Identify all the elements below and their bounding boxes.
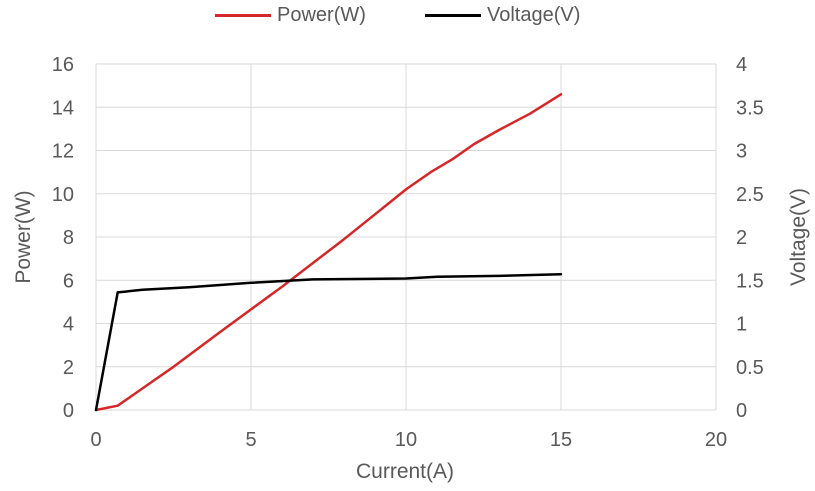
y-tick-label-right: 1.5 bbox=[736, 270, 764, 292]
legend-label-power: Power(W) bbox=[277, 4, 366, 26]
series-line-voltage bbox=[94, 272, 563, 412]
y-tick-label-right: 4 bbox=[736, 54, 747, 76]
y-tick-label-right: 3 bbox=[736, 141, 747, 163]
y-tick-label-left: 16 bbox=[52, 54, 74, 76]
x-tick-label: 10 bbox=[395, 429, 417, 451]
legend: Power(W) Voltage(V) bbox=[0, 4, 815, 32]
y-tick-label-left: 4 bbox=[63, 314, 74, 336]
legend-swatch-voltage bbox=[425, 14, 481, 17]
x-axis-title: Current(A) bbox=[356, 460, 454, 483]
y-tick-label-right: 1 bbox=[736, 314, 747, 336]
legend-item-voltage: Voltage(V) bbox=[425, 4, 580, 27]
y-tick-label-left: 14 bbox=[52, 97, 74, 119]
series-lines bbox=[94, 93, 563, 412]
y-tick-label-left: 10 bbox=[52, 184, 74, 206]
legend-swatch-power bbox=[215, 14, 271, 17]
legend-label-voltage: Voltage(V) bbox=[487, 4, 581, 26]
y-axis-title-right: Voltage(V) bbox=[787, 188, 810, 286]
y-tick-label-left: 0 bbox=[63, 400, 74, 422]
y-tick-label-right: 2.5 bbox=[736, 184, 764, 206]
y-tick-label-left: 2 bbox=[63, 357, 74, 379]
y-tick-label-left: 8 bbox=[63, 227, 74, 249]
series-line-power bbox=[94, 93, 563, 412]
x-tick-label: 5 bbox=[245, 429, 256, 451]
y-tick-label-right: 0.5 bbox=[736, 357, 764, 379]
y-axis-title-left: Power(W) bbox=[12, 190, 35, 283]
y-tick-label-right: 2 bbox=[736, 227, 747, 249]
y-tick-label-right: 0 bbox=[736, 400, 747, 422]
x-tick-label: 0 bbox=[90, 429, 101, 451]
y-tick-label-right: 3.5 bbox=[736, 97, 764, 119]
y-tick-label-left: 12 bbox=[52, 141, 74, 163]
axes: 0 2 4 6 8 10 12 14 16 0 0.5 1 1.5 2 2.5 3 3.5 4 0 5 10 15 20 bbox=[52, 54, 764, 451]
legend-item-power: Power(W) bbox=[215, 4, 366, 27]
y-tick-label-left: 6 bbox=[63, 270, 74, 292]
x-tick-label: 15 bbox=[550, 429, 572, 451]
x-tick-label: 20 bbox=[705, 429, 727, 451]
gridlines bbox=[95, 63, 717, 411]
